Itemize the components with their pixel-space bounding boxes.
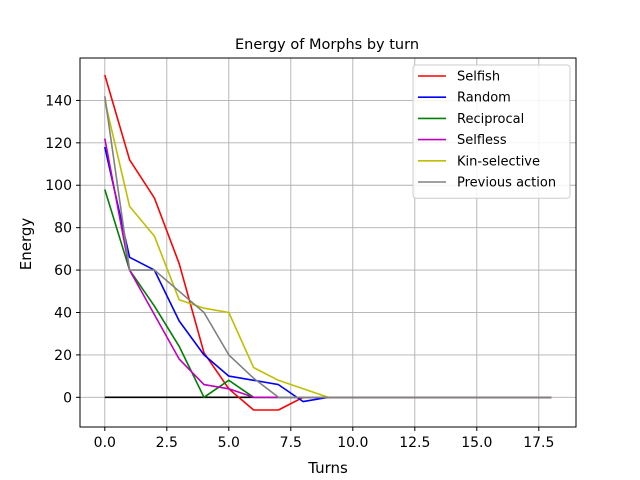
legend-label-selfish: Selfish bbox=[457, 70, 500, 85]
x-tick-label: 12.5 bbox=[399, 435, 430, 451]
x-tick-label: 7.5 bbox=[280, 435, 302, 451]
y-tick-label: 80 bbox=[54, 221, 72, 237]
legend-label-selfless: Selfless bbox=[457, 133, 507, 148]
series-line-previous-action bbox=[104, 96, 552, 399]
x-axis-ticks: 0.0 2.5 5.0 7.5 10.0 12.5 15.0 17.5 bbox=[94, 427, 554, 451]
x-axis-label: Turns bbox=[307, 459, 348, 477]
series-layer bbox=[104, 74, 552, 411]
chart-title: Energy of Morphs by turn bbox=[235, 37, 419, 53]
plot-area-frame bbox=[79, 57, 577, 428]
series-line-kin-selective bbox=[104, 100, 552, 399]
y-tick-label: 40 bbox=[54, 305, 72, 321]
y-axis-ticks: 0 20 40 60 80 100 120 140 bbox=[45, 93, 80, 406]
y-tick-label: 100 bbox=[45, 178, 72, 194]
x-tick-label: 15.0 bbox=[461, 435, 492, 451]
legend-label-random: Random bbox=[457, 91, 511, 106]
legend-box bbox=[412, 64, 571, 199]
x-tick-label: 17.5 bbox=[523, 435, 554, 451]
x-tick-label: 10.0 bbox=[337, 435, 368, 451]
legend-label-reciprocal: Reciprocal bbox=[457, 112, 524, 127]
x-tick-label: 0.0 bbox=[94, 435, 116, 451]
y-tick-label: 140 bbox=[45, 93, 72, 109]
y-tick-label: 0 bbox=[63, 390, 72, 406]
x-tick-label: 2.5 bbox=[156, 435, 178, 451]
y-tick-label: 60 bbox=[54, 263, 72, 279]
x-tick-label: 5.0 bbox=[218, 435, 240, 451]
y-tick-label: 120 bbox=[45, 136, 72, 152]
series-line-random bbox=[104, 146, 552, 403]
legend-label-kin-selective: Kin-selective bbox=[457, 154, 540, 169]
legend-label-previous-action: Previous action bbox=[457, 176, 556, 191]
series-line-selfless bbox=[104, 138, 552, 399]
y-tick-label: 20 bbox=[54, 348, 72, 364]
legend: Selfish Random Reciprocal Selfless Kin-selec… bbox=[412, 64, 571, 199]
y-axis-label: Energy bbox=[17, 218, 35, 271]
